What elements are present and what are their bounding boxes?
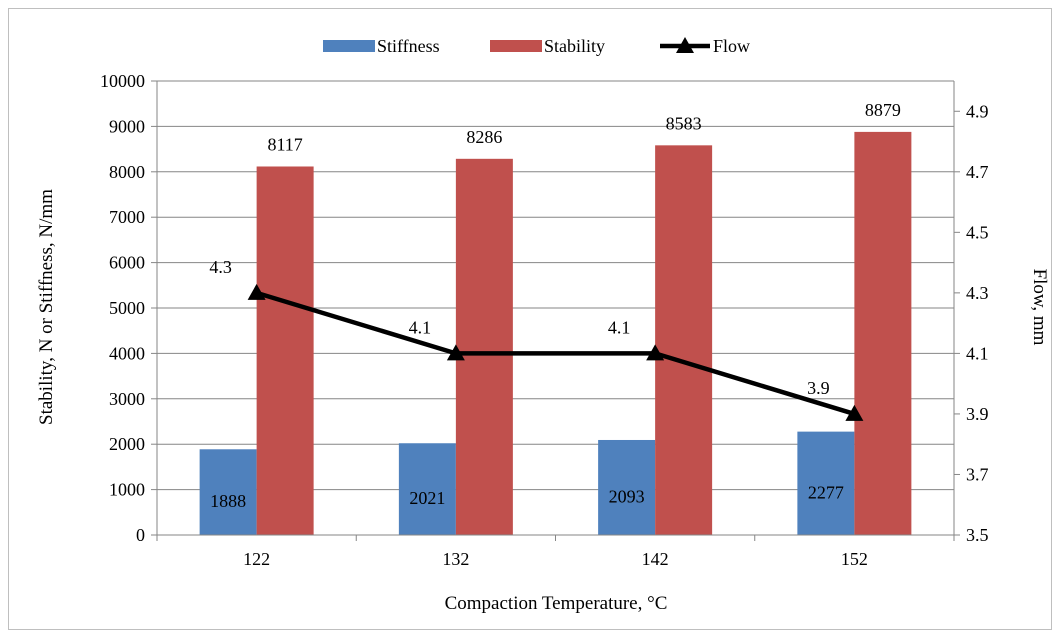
data-label-flow: 4.3: [209, 257, 232, 277]
data-label-flow: 4.1: [409, 317, 432, 337]
legend-swatch-stability: [490, 40, 542, 52]
axes: 0 1000 2000 3000 4000 5000 6000 7000 8000 9000 100…: [100, 71, 989, 569]
data-label-flow: 4.1: [608, 317, 631, 337]
bar-stiffness: [797, 431, 855, 535]
legend-marker: [676, 37, 694, 53]
data-label-stability: 8117: [267, 134, 302, 154]
y2-tick-label: 3.7: [966, 464, 989, 484]
bar-stiffness: [398, 443, 456, 535]
flow-marker: [247, 283, 266, 300]
flow-marker: [845, 404, 864, 421]
legend-item-stability: Stability: [490, 36, 605, 56]
y2-axis-title: Flow, mm: [1029, 269, 1050, 346]
y-tick-label: 6000: [109, 253, 145, 273]
data-label-stiffness: 2277: [808, 482, 844, 502]
x-axis-title: Compaction Temperature, °C: [445, 593, 668, 614]
data-label-stiffness: 1888: [210, 491, 246, 511]
data-label-flow: 3.9: [807, 378, 830, 398]
legend-swatch-stiffness: [323, 40, 375, 52]
legend: Stiffness Stability Flow: [323, 36, 750, 56]
y-axis-title: Stability, N or Stiffness, N/mm: [36, 189, 57, 425]
data-label-stability: 8286: [466, 127, 502, 147]
y2-tick-label: 4.1: [966, 343, 989, 363]
data-label-stability: 8583: [666, 113, 702, 133]
x-tick-label: 152: [841, 549, 868, 569]
y-tick-label: 1000: [109, 480, 145, 500]
bar-stiffness: [199, 449, 257, 535]
bar-stability: [854, 131, 912, 535]
data-labels: 1888 8117 2021 8286 2093 8583 2277 8879 4.3 4.1 4.…: [209, 100, 901, 511]
y-tick-label: 10000: [100, 71, 145, 91]
y-tick-label: 2000: [109, 434, 145, 454]
y2-tick-label: 4.3: [966, 283, 989, 303]
bar-stability: [655, 145, 713, 536]
bars: [199, 131, 912, 536]
flow-line: [247, 283, 864, 421]
legend-item-stiffness: Stiffness: [323, 36, 440, 56]
y-tick-label: 0: [136, 525, 145, 545]
flow-marker: [646, 344, 665, 361]
y-tick-label: 4000: [109, 343, 145, 363]
y-tick-label: 7000: [109, 207, 145, 227]
y-tick-label: 3000: [109, 389, 145, 409]
y2-tick-label: 4.5: [966, 222, 989, 242]
y2-tick-label: 3.5: [966, 525, 989, 545]
legend-label-stability: Stability: [544, 36, 605, 56]
flow-marker: [446, 344, 465, 361]
data-label-stability: 8879: [865, 100, 901, 120]
legend-label-stiffness: Stiffness: [377, 36, 440, 56]
y2-tick-label: 3.9: [966, 404, 989, 424]
y-tick-label: 8000: [109, 162, 145, 182]
x-tick-label: 132: [442, 549, 469, 569]
y-tick-label: 9000: [109, 116, 145, 136]
legend-item-flow: Flow: [660, 36, 750, 56]
legend-label-flow: Flow: [713, 36, 750, 56]
x-tick-label: 122: [243, 549, 270, 569]
x-tick-label: 142: [642, 549, 669, 569]
data-label-stiffness: 2021: [409, 488, 445, 508]
y-tick-label: 5000: [109, 298, 145, 318]
y2-tick-label: 4.9: [966, 101, 989, 121]
data-label-stiffness: 2093: [609, 486, 645, 506]
bar-stiffness: [598, 439, 656, 535]
y2-tick-label: 4.7: [966, 162, 989, 182]
flow-series-line: [255, 290, 856, 417]
bar-stability: [455, 158, 513, 535]
bar-stability: [256, 166, 314, 535]
